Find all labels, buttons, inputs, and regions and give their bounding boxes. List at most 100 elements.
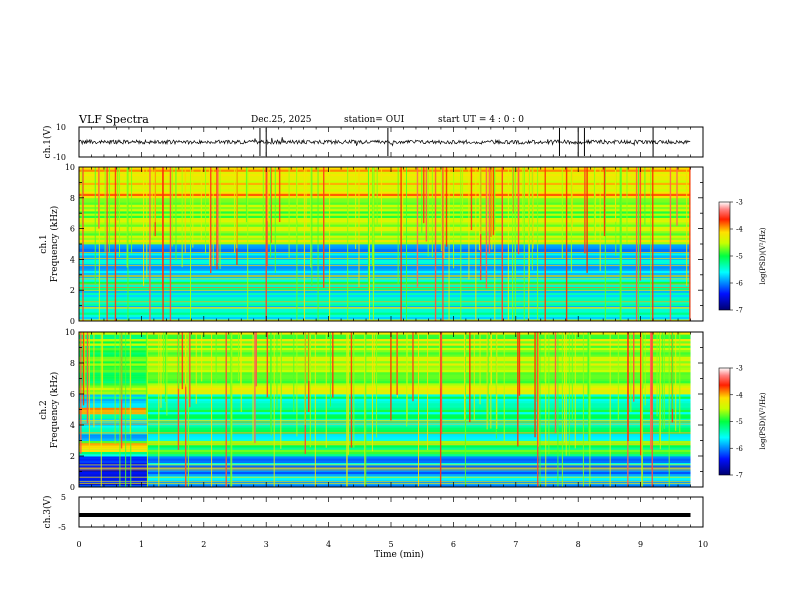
sferic-streak xyxy=(537,167,539,321)
sferic-streak xyxy=(620,167,622,321)
x-axis-label: Time (min) xyxy=(374,549,424,560)
sferic-streak xyxy=(154,167,156,223)
spectrogram-early-row xyxy=(79,447,148,450)
spectrogram-row xyxy=(79,411,691,415)
spectrogram-early-row xyxy=(79,336,148,340)
sferic-streak xyxy=(273,332,275,487)
sferic-streak xyxy=(104,167,106,252)
spectrogram-row xyxy=(79,382,691,386)
sferic-streak xyxy=(480,167,482,235)
sferic-streak xyxy=(672,332,674,409)
narrowband-line xyxy=(79,464,691,466)
sferic-streak xyxy=(329,332,331,407)
sferic-streak xyxy=(129,332,131,434)
spectrogram-row xyxy=(79,213,691,216)
sferic-streak xyxy=(588,332,590,442)
sferic-streak xyxy=(230,332,232,487)
sferic-streak xyxy=(536,332,538,402)
spectrogram-early-row xyxy=(79,367,148,371)
sferic-streak xyxy=(402,167,404,239)
sferic-streak xyxy=(650,167,652,321)
sferic-streak xyxy=(84,332,86,391)
spectrogram-row xyxy=(79,391,691,395)
spectrogram-row xyxy=(79,464,691,468)
ytick-label: 6 xyxy=(70,390,75,399)
sferic-streak xyxy=(443,167,445,259)
spectrogram-row xyxy=(79,358,691,362)
spectrogram-early-row xyxy=(79,378,148,382)
sferic-streak xyxy=(589,332,591,487)
sferic-streak xyxy=(494,167,496,321)
ch1-waveform-ylabel: ch.1(V) xyxy=(42,126,53,159)
spectrogram-early-row xyxy=(79,425,148,428)
narrowband-line xyxy=(79,283,691,285)
narrowband-line xyxy=(79,258,691,259)
sferic-streak xyxy=(346,332,348,487)
narrowband-line xyxy=(79,423,691,425)
sferic-streak xyxy=(247,167,249,321)
spectrogram-early-row xyxy=(79,371,148,375)
sferic-streak xyxy=(367,167,369,291)
sferic-streak xyxy=(503,332,505,441)
spectrogram-early-row xyxy=(79,416,148,419)
sferic-streak xyxy=(627,332,629,442)
sferic-streak xyxy=(114,332,116,444)
sferic-streak xyxy=(98,167,100,321)
narrowband-line xyxy=(79,278,691,280)
sferic-streak xyxy=(490,332,492,386)
spectrogram-early-row xyxy=(79,438,148,441)
narrowband-line xyxy=(79,307,691,308)
sferic-streak xyxy=(565,167,568,321)
spectrogram-row xyxy=(79,299,691,302)
sferic-streak xyxy=(460,167,462,321)
sferic-streak xyxy=(568,332,570,456)
spectrogram-row xyxy=(79,208,691,212)
sferic-streak xyxy=(181,167,183,268)
spectrogram-row xyxy=(79,268,691,271)
spectrogram-row xyxy=(79,371,691,375)
xtick-label: 1 xyxy=(139,540,144,549)
narrowband-line xyxy=(79,481,691,483)
sferic-streak xyxy=(184,167,186,254)
sferic-streak xyxy=(661,332,663,431)
sferic-streak xyxy=(231,332,233,487)
spectrogram-row xyxy=(79,246,691,249)
sferic-streak xyxy=(373,167,375,289)
spectrogram-row xyxy=(79,233,691,236)
spectrogram-early-row xyxy=(79,444,148,448)
sferic-streak xyxy=(512,167,514,321)
sferic-streak xyxy=(488,167,491,254)
sferic-streak xyxy=(517,332,519,447)
sferic-streak xyxy=(557,332,559,487)
colorbar-tick-label: -6 xyxy=(736,280,743,288)
spectrogram-row xyxy=(79,301,691,304)
xtick-label: 9 xyxy=(638,540,643,549)
sferic-streak xyxy=(146,332,148,487)
spectrogram-row xyxy=(79,402,691,406)
sferic-streak xyxy=(119,332,121,487)
sferic-streak xyxy=(412,332,414,402)
ytick-label: 0 xyxy=(70,483,75,492)
spectrogram-row xyxy=(79,354,691,357)
ytick-label: 8 xyxy=(70,359,75,368)
spectrogram-row xyxy=(79,360,691,364)
spectrogram-row xyxy=(79,184,691,188)
sferic-streak xyxy=(270,332,272,436)
sferic-streak xyxy=(427,167,429,257)
sferic-streak xyxy=(205,167,207,254)
sferic-streak xyxy=(200,167,202,240)
spectrogram-row xyxy=(79,471,691,475)
colorbar-tick-label: -6 xyxy=(736,445,743,453)
spectrogram-row xyxy=(79,169,691,172)
sferic-streak xyxy=(217,167,219,263)
sferic-streak xyxy=(644,167,646,225)
spectrogram-row xyxy=(79,211,691,214)
sferic-streak xyxy=(491,167,493,250)
ytick-label: 4 xyxy=(70,255,75,264)
station-label: station= OUI xyxy=(344,115,405,125)
ch1-colorbar-ticks: -3 -4 -5 -6 -7 xyxy=(730,199,743,315)
spectrogram-row xyxy=(79,285,691,289)
narrowband-line xyxy=(79,420,691,421)
sferic-streak xyxy=(329,167,331,321)
sferic-streak xyxy=(423,167,425,224)
